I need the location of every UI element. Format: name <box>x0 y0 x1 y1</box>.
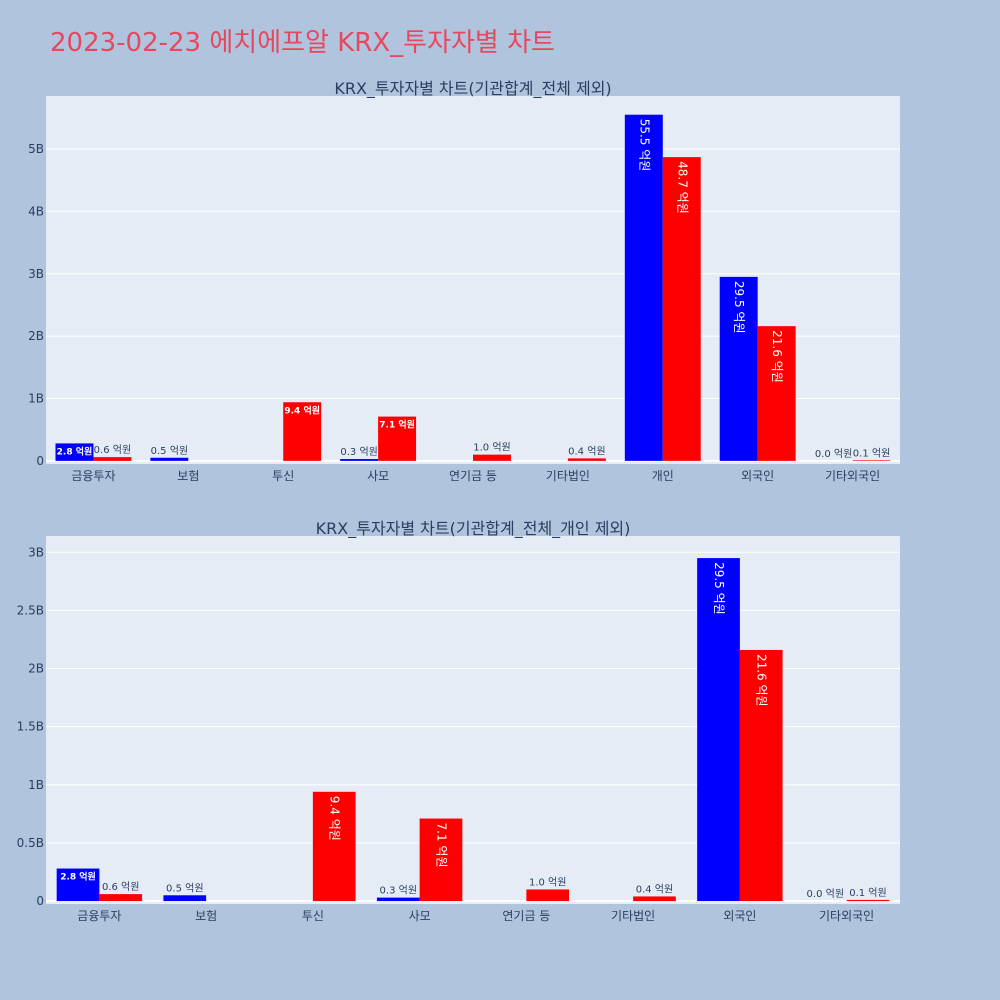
bar <box>150 457 189 461</box>
x-tick-label: 투신 <box>272 469 294 483</box>
data-label: 0.3 억원 <box>380 885 417 897</box>
bar <box>846 899 890 902</box>
bar <box>419 818 463 902</box>
y-tick-label: 0 <box>36 454 44 468</box>
bar <box>312 791 356 902</box>
bar <box>340 459 379 461</box>
data-label: 21.6 억원 <box>770 330 784 383</box>
data-label: 9.4 억원 <box>284 404 320 416</box>
bar <box>163 895 207 902</box>
bar <box>526 889 570 902</box>
data-label: 21.6 억원 <box>755 654 769 707</box>
data-label: 0.1 억원 <box>853 447 890 459</box>
y-tick-label: 2B <box>28 662 44 676</box>
y-tick-label: 1B <box>28 392 44 406</box>
bar <box>56 868 100 902</box>
y-tick-label: 3B <box>28 267 44 281</box>
x-tick-label: 외국인 <box>723 909 756 923</box>
data-label: 2.8 억원 <box>60 871 96 883</box>
bar <box>99 894 143 902</box>
bar <box>55 443 94 461</box>
bar <box>283 402 322 461</box>
bar <box>662 157 701 461</box>
data-label: 48.7 억원 <box>675 161 689 214</box>
bar <box>739 649 783 902</box>
data-label: 0.5 억원 <box>151 445 188 457</box>
page-title: 2023-02-23 에치에프알 KRX_투자자별 차트 <box>50 28 555 58</box>
y-tick-label: 1B <box>28 778 44 792</box>
x-tick-label: 사모 <box>367 469 389 483</box>
y-tick-label: 0.5B <box>17 836 44 850</box>
bar <box>757 326 796 461</box>
bar <box>719 276 758 461</box>
data-label: 7.1 억원 <box>379 419 415 431</box>
x-tick-label: 기타법인 <box>611 909 655 923</box>
x-tick-label: 보험 <box>195 909 217 923</box>
x-tick-label: 개인 <box>652 469 674 483</box>
data-label: 1.0 억원 <box>473 442 510 454</box>
y-tick-label: 3B <box>28 545 44 559</box>
x-tick-label: 투신 <box>302 909 324 923</box>
data-label: 0.0 억원 <box>807 888 844 900</box>
bar <box>633 896 676 902</box>
data-label: 55.5 억원 <box>637 119 651 172</box>
chart-title: KRX_투자자별 차트(기관합계_전체 제외) <box>334 79 611 99</box>
bar <box>624 114 663 461</box>
bar <box>567 458 606 461</box>
data-label: 0.6 억원 <box>102 881 139 893</box>
y-tick-label: 1.5B <box>17 720 44 734</box>
data-label: 0.0 억원 <box>815 448 852 460</box>
y-tick-label: 0 <box>36 894 44 908</box>
data-label: 2.8 억원 <box>57 445 93 457</box>
bar <box>473 454 511 461</box>
data-label: 1.0 억원 <box>529 876 566 888</box>
x-tick-label: 금융투자 <box>71 469 115 483</box>
data-label: 0.1 억원 <box>849 887 886 899</box>
data-label: 0.3 억원 <box>340 446 377 458</box>
data-label: 0.4 억원 <box>636 883 673 895</box>
bar <box>378 416 417 461</box>
bar <box>697 558 740 902</box>
bar <box>376 897 420 902</box>
data-label: 0.4 억원 <box>568 445 605 457</box>
data-label: 29.5 억원 <box>712 562 726 615</box>
chart-bottom: KRX_투자자별 차트(기관합계_전체_개인 제외) 0 0.5B 1B 1.5B 2B 2… <box>17 519 900 923</box>
x-tick-label: 연기금 등 <box>502 909 550 923</box>
x-tick-label: 기타외국인 <box>819 909 874 923</box>
x-tick-label: 사모 <box>409 909 431 923</box>
data-label: 0.5 억원 <box>166 882 203 894</box>
data-label: 0.6 억원 <box>94 444 131 456</box>
bar <box>852 460 891 461</box>
x-tick-label: 연기금 등 <box>449 469 497 483</box>
y-tick-label: 5B <box>28 142 44 156</box>
bar <box>93 457 132 461</box>
x-tick-label: 외국인 <box>741 469 774 483</box>
x-tick-label: 보험 <box>177 469 199 483</box>
chart-top: KRX_투자자별 차트(기관합계_전체 제외) 0 1B 2B 3B 4B 5B 금융투자 2.… <box>28 79 900 483</box>
x-tick-label: 기타외국인 <box>825 469 880 483</box>
x-tick-label: 기타법인 <box>546 469 590 483</box>
chart-title: KRX_투자자별 차트(기관합계_전체_개인 제외) <box>316 519 631 539</box>
data-label: 7.1 억원 <box>434 823 448 868</box>
y-tick-label: 2.5B <box>17 603 44 617</box>
y-tick-label: 4B <box>28 204 44 218</box>
data-label: 29.5 억원 <box>732 281 746 334</box>
data-label: 9.4 억원 <box>328 796 342 841</box>
x-tick-label: 금융투자 <box>77 909 121 923</box>
y-tick-label: 2B <box>28 329 44 343</box>
